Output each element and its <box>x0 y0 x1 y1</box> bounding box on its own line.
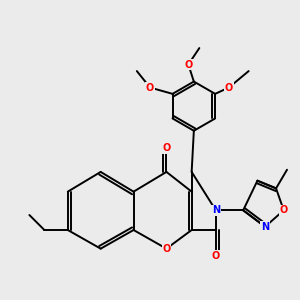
Text: O: O <box>184 59 193 70</box>
Text: N: N <box>212 205 220 215</box>
Text: O: O <box>280 205 288 215</box>
Text: O: O <box>162 244 171 254</box>
Text: O: O <box>225 82 233 92</box>
Text: N: N <box>261 222 269 232</box>
Text: O: O <box>212 250 220 261</box>
Text: O: O <box>162 143 171 153</box>
Text: O: O <box>146 82 154 92</box>
